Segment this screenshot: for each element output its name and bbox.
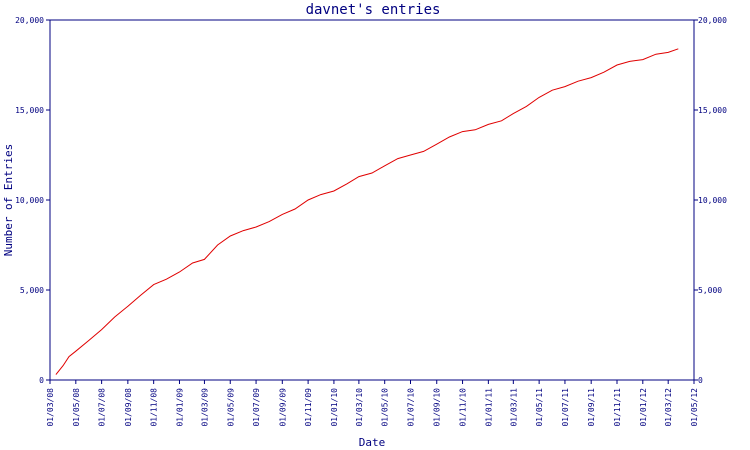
y-tick-label-right: 20,000: [698, 16, 727, 25]
x-tick-label: 01/01/12: [639, 388, 648, 427]
x-tick-label: 01/03/11: [509, 388, 518, 427]
x-tick-label: 01/05/10: [381, 388, 390, 427]
y-tick-label-left: 0: [39, 376, 44, 385]
x-tick-label: 01/09/09: [278, 388, 287, 427]
y-tick-label-left: 10,000: [15, 196, 44, 205]
y-tick-label-left: 15,000: [15, 106, 44, 115]
x-tick-label: 01/11/10: [459, 388, 468, 427]
x-tick-label: 01/07/09: [252, 388, 261, 427]
y-tick-label-right: 0: [698, 376, 703, 385]
x-tick-label: 01/09/11: [587, 388, 596, 427]
y-axis-label: Number of Entries: [2, 144, 15, 257]
x-tick-label: 01/03/10: [355, 388, 364, 427]
x-tick-label: 01/11/08: [150, 388, 159, 427]
x-tick-label: 01/05/12: [690, 388, 699, 427]
plot-area: [49, 19, 695, 381]
x-tick-label: 01/03/08: [46, 388, 55, 427]
x-tick-label: 01/03/09: [200, 388, 209, 427]
x-tick-label: 01/05/11: [535, 388, 544, 427]
series-layer: [55, 48, 679, 375]
ticks: 01/03/08 01/05/08 01/07/08 01/09/08 01/11/08…: [15, 16, 727, 427]
x-tick-label: 01/07/11: [561, 388, 570, 427]
y-tick-label-left: 20,000: [15, 16, 44, 25]
series-line: [55, 48, 679, 375]
x-tick-label: 01/09/10: [433, 388, 442, 427]
x-tick-label: 01/05/09: [226, 388, 235, 427]
x-tick-label: 01/07/10: [407, 388, 416, 427]
x-tick-label: 01/03/12: [664, 388, 673, 427]
x-tick-label: 01/11/09: [304, 388, 313, 427]
chart-title: davnet's entries: [306, 2, 441, 18]
x-tick-label: 01/01/10: [330, 388, 339, 427]
x-tick-label: 01/01/09: [175, 388, 184, 427]
x-axis-label: Date: [359, 436, 386, 449]
y-tick-label-right: 5,000: [698, 286, 722, 295]
y-tick-label-right: 10,000: [698, 196, 727, 205]
x-tick-label: 01/05/08: [72, 388, 81, 427]
y-tick-label-right: 15,000: [698, 106, 727, 115]
x-tick-label: 01/01/11: [484, 388, 493, 427]
y-tick-label-left: 5,000: [20, 286, 44, 295]
x-tick-label: 01/09/08: [124, 388, 133, 427]
x-tick-label: 01/11/11: [613, 388, 622, 427]
x-tick-label: 01/07/08: [98, 388, 107, 427]
